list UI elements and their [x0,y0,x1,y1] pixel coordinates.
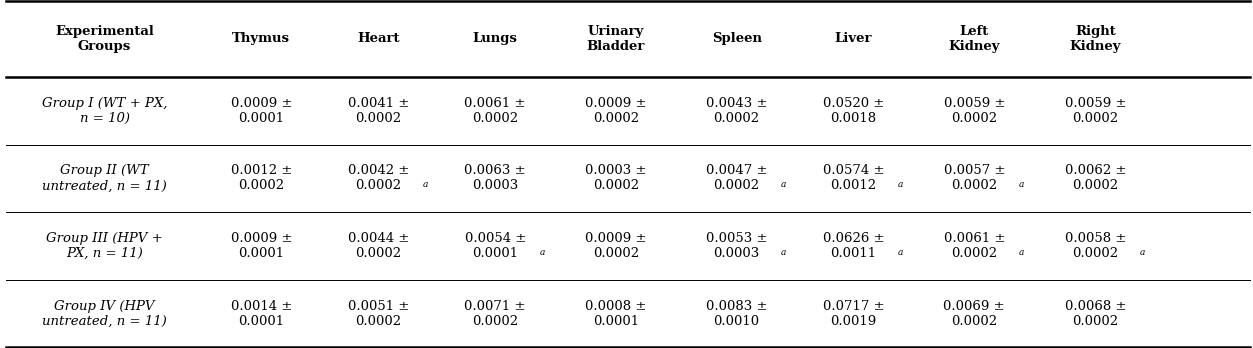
Text: 0.0054 ±
0.0001: 0.0054 ± 0.0001 [465,232,526,260]
Text: a: a [781,248,787,257]
Text: a: a [898,248,903,257]
Text: 0.0043 ±
0.0002: 0.0043 ± 0.0002 [705,97,767,125]
Text: Group II (WT
untreated, n = 11): Group II (WT untreated, n = 11) [43,164,167,192]
Text: 0.0062 ±
0.0002: 0.0062 ± 0.0002 [1065,164,1126,192]
Text: 0.0574 ±
0.0012: 0.0574 ± 0.0012 [823,164,885,192]
Text: Left
Kidney: Left Kidney [949,25,1000,53]
Text: 0.0068 ±
0.0002: 0.0068 ± 0.0002 [1065,300,1126,327]
Text: a: a [898,180,903,189]
Text: Experimental
Groups: Experimental Groups [55,25,154,53]
Text: a: a [781,180,787,189]
Text: 0.0009 ±
0.0001: 0.0009 ± 0.0001 [231,97,292,125]
Text: 0.0009 ±
0.0002: 0.0009 ± 0.0002 [585,97,647,125]
Text: 0.0003 ±
0.0002: 0.0003 ± 0.0002 [585,164,647,192]
Text: 0.0044 ±
0.0002: 0.0044 ± 0.0002 [347,232,408,260]
Text: 0.0014 ±
0.0001: 0.0014 ± 0.0001 [231,300,292,327]
Text: 0.0008 ±
0.0001: 0.0008 ± 0.0001 [585,300,647,327]
Text: Spleen: Spleen [712,32,762,45]
Text: 0.0717 ±
0.0019: 0.0717 ± 0.0019 [823,300,885,327]
Text: 0.0071 ±
0.0002: 0.0071 ± 0.0002 [465,300,526,327]
Text: 0.0061 ±
0.0002: 0.0061 ± 0.0002 [944,232,1005,260]
Text: 0.0057 ±
0.0002: 0.0057 ± 0.0002 [944,164,1005,192]
Text: 0.0041 ±
0.0002: 0.0041 ± 0.0002 [347,97,408,125]
Text: 0.0059 ±
0.0002: 0.0059 ± 0.0002 [1065,97,1126,125]
Text: Heart: Heart [357,32,400,45]
Text: 0.0051 ±
0.0002: 0.0051 ± 0.0002 [347,300,408,327]
Text: 0.0047 ±
0.0002: 0.0047 ± 0.0002 [705,164,767,192]
Text: 0.0083 ±
0.0010: 0.0083 ± 0.0010 [705,300,767,327]
Text: Thymus: Thymus [232,32,291,45]
Text: a: a [1140,248,1145,257]
Text: 0.0053 ±
0.0003: 0.0053 ± 0.0003 [705,232,767,260]
Text: a: a [422,180,429,189]
Text: 0.0059 ±
0.0002: 0.0059 ± 0.0002 [944,97,1005,125]
Text: 0.0520 ±
0.0018: 0.0520 ± 0.0018 [823,97,885,125]
Text: Urinary
Bladder: Urinary Bladder [586,25,645,53]
Text: Lungs: Lungs [472,32,517,45]
Text: a: a [1019,180,1024,189]
Text: 0.0012 ±
0.0002: 0.0012 ± 0.0002 [231,164,292,192]
Text: a: a [540,248,545,257]
Text: 0.0061 ±
0.0002: 0.0061 ± 0.0002 [465,97,526,125]
Text: Group IV (HPV
untreated, n = 11): Group IV (HPV untreated, n = 11) [43,300,167,327]
Text: a: a [1019,248,1024,257]
Text: 0.0069 ±
0.0002: 0.0069 ± 0.0002 [944,300,1005,327]
Text: Liver: Liver [834,32,872,45]
Text: 0.0042 ±
0.0002: 0.0042 ± 0.0002 [347,164,408,192]
Text: Group III (HPV +
PX, n = 11): Group III (HPV + PX, n = 11) [46,232,163,260]
Text: 0.0009 ±
0.0001: 0.0009 ± 0.0001 [231,232,292,260]
Text: 0.0626 ±
0.0011: 0.0626 ± 0.0011 [823,232,885,260]
Text: 0.0063 ±
0.0003: 0.0063 ± 0.0003 [465,164,526,192]
Text: 0.0009 ±
0.0002: 0.0009 ± 0.0002 [585,232,647,260]
Text: Group I (WT + PX,
n = 10): Group I (WT + PX, n = 10) [41,97,168,125]
Text: Right
Kidney: Right Kidney [1070,25,1121,53]
Text: 0.0058 ±
0.0002: 0.0058 ± 0.0002 [1065,232,1126,260]
